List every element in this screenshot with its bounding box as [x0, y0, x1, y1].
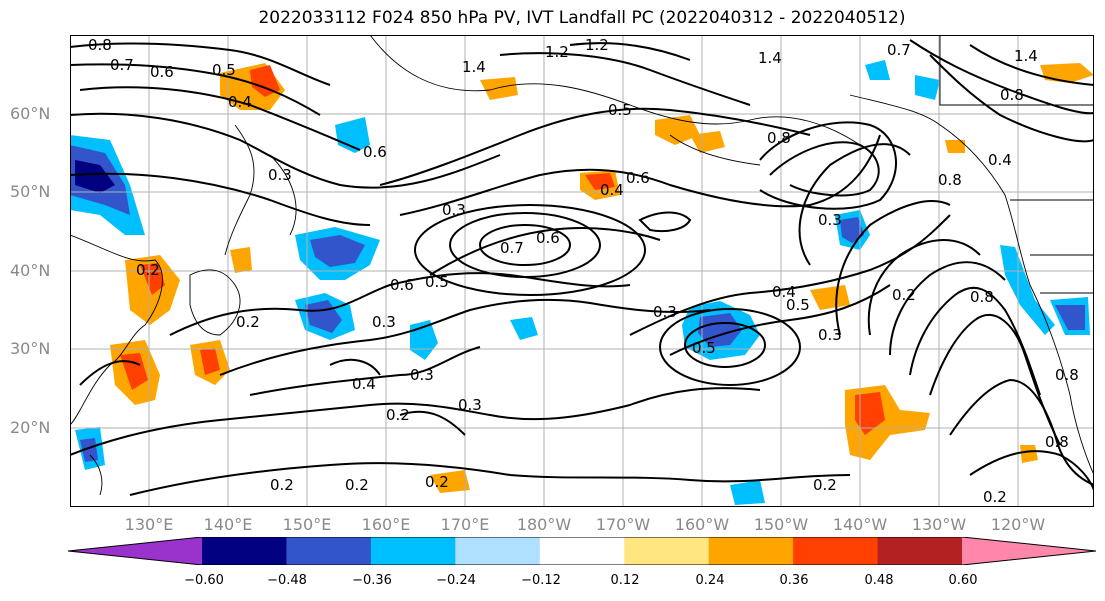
lon-label: 140°E — [203, 515, 253, 534]
contour-label: 0.3 — [458, 396, 482, 414]
colorbar-tick-label: 0.36 — [779, 573, 809, 588]
contour-label: 0.2 — [983, 488, 1007, 506]
contour-label: 0.4 — [352, 375, 376, 393]
contour-label: 0.8 — [970, 288, 994, 306]
contour-label: 0.5 — [692, 339, 716, 357]
lon-label: 130°W — [911, 515, 967, 534]
contour-label: 0.6 — [363, 143, 387, 161]
colorbar-segment — [708, 537, 794, 565]
lon-label: 150°E — [282, 515, 332, 534]
contour-label: 0.8 — [1000, 86, 1024, 104]
map-panel: 0.8 0.7 0.6 0.5 0.4 1.4 1.2 1.2 1.4 0.5 … — [70, 35, 1094, 507]
pv-anomaly-shading — [70, 60, 1094, 505]
lon-label: 160°W — [674, 515, 730, 534]
contour-label: 0.3 — [268, 166, 292, 184]
contour-labels: 0.8 0.7 0.6 0.5 0.4 1.4 1.2 1.2 1.4 0.5 … — [88, 36, 1079, 506]
lat-label: 30°N — [10, 339, 51, 358]
contour-label: 0.8 — [767, 129, 791, 147]
colorbar-segment — [370, 537, 456, 565]
colorbar-tick-label: −0.60 — [184, 573, 224, 588]
lat-label: 40°N — [10, 261, 51, 280]
lat-label: 20°N — [10, 418, 51, 437]
contour-label: 0.4 — [988, 151, 1012, 169]
contour-label: 0.2 — [136, 261, 160, 279]
contour-label: 0.3 — [818, 211, 842, 229]
contour-label: 0.2 — [236, 313, 260, 331]
contour-label: 0.7 — [500, 239, 524, 257]
colorbar-tick-label: −0.36 — [352, 573, 392, 588]
contour-label: 0.3 — [442, 201, 466, 219]
contour-label: 0.8 — [88, 36, 112, 54]
coastlines — [70, 35, 1094, 496]
colorbar-segment — [539, 537, 625, 565]
colorbar-tick-label: 0.24 — [695, 573, 725, 588]
colorbar-segment — [624, 537, 710, 565]
colorbar-segment — [793, 537, 879, 565]
contour-label: 0.5 — [425, 273, 449, 291]
contour-label: 0.7 — [110, 56, 134, 74]
contour-label: 0.6 — [150, 63, 174, 81]
contour-label: 0.4 — [772, 283, 796, 301]
contour-label: 1.4 — [462, 58, 486, 76]
colorbar — [68, 537, 1096, 565]
colorbar-segment — [286, 537, 372, 565]
lat-lon-grid — [70, 35, 1094, 507]
colorbar-segment — [877, 537, 963, 565]
lon-label: 130°E — [124, 515, 174, 534]
contour-label: 0.2 — [813, 476, 837, 494]
colorbar-extend-min — [68, 537, 202, 565]
pv-contours — [70, 39, 1094, 496]
contour-label: 1.4 — [758, 49, 782, 67]
colorbar-tick-label: −0.12 — [521, 573, 561, 588]
contour-label: 0.8 — [938, 171, 962, 189]
lon-label: 120°W — [990, 515, 1046, 534]
lat-label: 60°N — [10, 104, 51, 123]
lat-label: 50°N — [10, 182, 51, 201]
contour-label: 0.5 — [212, 61, 236, 79]
contour-label: 0.2 — [270, 476, 294, 494]
contour-label: 0.2 — [345, 476, 369, 494]
colorbar-segment — [455, 537, 541, 565]
colorbar-tick-label: 0.48 — [864, 573, 894, 588]
lon-label: 170°W — [595, 515, 651, 534]
contour-label: 0.5 — [786, 296, 810, 314]
colorbar-segment — [202, 537, 287, 565]
colorbar-tick-label: −0.24 — [436, 573, 476, 588]
colorbar-tick-label: −0.48 — [267, 573, 307, 588]
contour-label: 0.3 — [818, 326, 842, 344]
contour-label: 0.2 — [892, 286, 916, 304]
lon-label: 150°W — [753, 515, 809, 534]
contour-label: 0.3 — [653, 303, 677, 321]
contour-label: 0.6 — [626, 169, 650, 187]
contour-label: 0.7 — [887, 41, 911, 59]
lon-label: 140°W — [832, 515, 888, 534]
map-title: 2022033112 F024 850 hPa PV, IVT Landfall… — [258, 8, 906, 28]
colorbar-tick-label: 0.12 — [610, 573, 640, 588]
lon-label: 160°E — [361, 515, 411, 534]
contour-label: 0.6 — [536, 229, 560, 247]
contour-label: 1.2 — [545, 43, 569, 61]
contour-label: 1.4 — [1014, 47, 1038, 65]
contour-label: 0.4 — [600, 181, 624, 199]
contour-label: 1.2 — [585, 36, 609, 54]
contour-label: 0.8 — [1045, 433, 1069, 451]
colorbar-tick-label: 0.60 — [948, 573, 978, 588]
lon-label: 170°E — [440, 515, 490, 534]
contour-label: 0.5 — [608, 101, 632, 119]
contour-label: 0.2 — [386, 406, 410, 424]
contour-label: 0.3 — [410, 366, 434, 384]
lon-label: 180°W — [516, 515, 572, 534]
contour-label: 0.2 — [425, 473, 449, 491]
contour-label: 0.6 — [390, 276, 414, 294]
contour-label: 0.4 — [228, 93, 252, 111]
contour-label: 0.3 — [372, 313, 396, 331]
contour-label: 0.8 — [1055, 366, 1079, 384]
colorbar-extend-max — [962, 537, 1096, 565]
